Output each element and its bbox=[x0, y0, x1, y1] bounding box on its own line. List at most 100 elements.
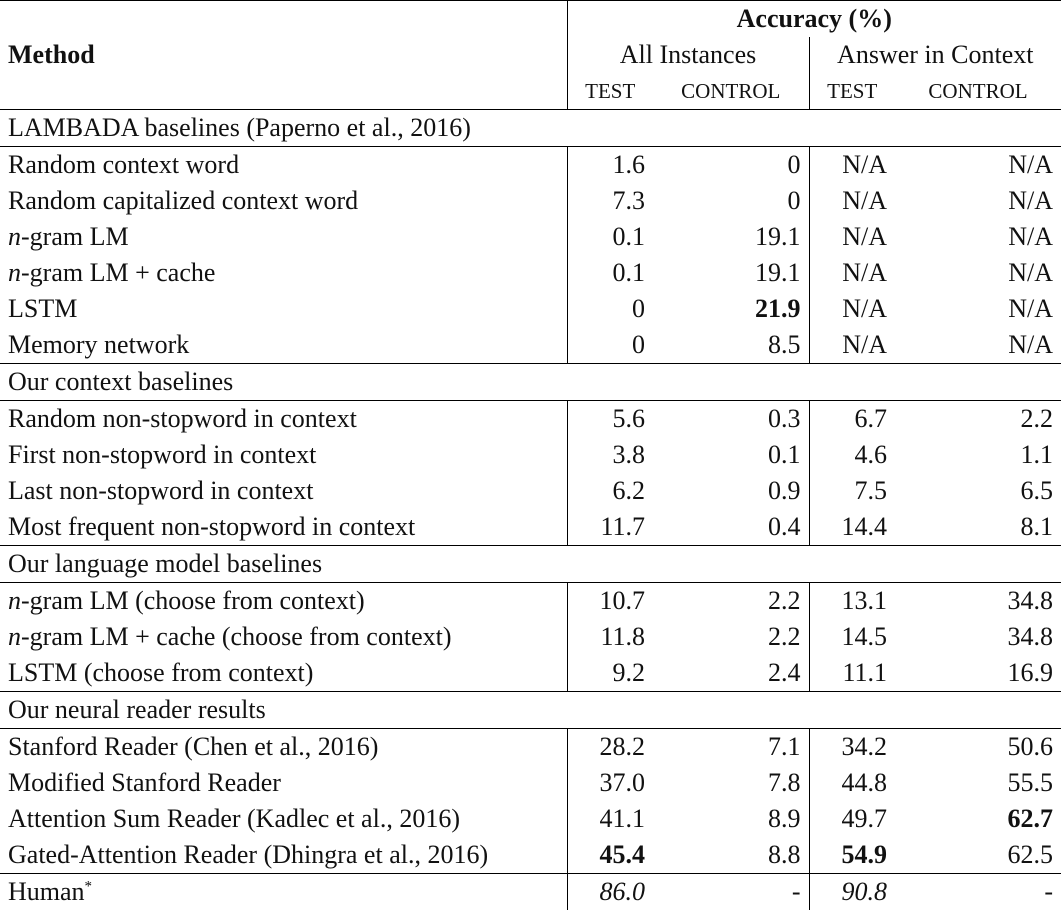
section-title: LAMBADA baselines (Paperno et al., 2016) bbox=[0, 109, 1061, 147]
value-cell: 90.8 bbox=[808, 873, 895, 910]
control-header-context: CONTROL bbox=[928, 79, 1028, 103]
method-name: -gram LM + cache bbox=[21, 258, 216, 287]
table-row: Random non-stopword in context 5.6 0.3 6.7 2… bbox=[0, 400, 1061, 438]
value-cell: 0.1 bbox=[566, 255, 653, 291]
table-row: LSTM (choose from context) 9.2 2.4 11.1 16.9 bbox=[0, 655, 1061, 692]
method-name: Most frequent non-stopword in context bbox=[8, 512, 416, 541]
value-cell: N/A bbox=[808, 146, 895, 183]
value-cell: 0.1 bbox=[566, 219, 653, 255]
value-cell: 44.8 bbox=[808, 765, 895, 801]
value-cell: 14.5 bbox=[808, 619, 895, 655]
value-cell: 21.9 bbox=[755, 294, 801, 323]
value-cell: 62.5 bbox=[1007, 840, 1054, 869]
value-cell: 34.8 bbox=[1007, 622, 1054, 651]
value-cell: 45.4 bbox=[566, 837, 653, 874]
value-cell: 50.6 bbox=[1007, 732, 1054, 761]
table-row: Modified Stanford Reader 37.0 7.8 44.8 55.5 bbox=[0, 765, 1061, 801]
value-cell: 7.3 bbox=[566, 183, 653, 219]
value-cell: 37.0 bbox=[566, 765, 653, 801]
value-cell: 0 bbox=[787, 186, 801, 215]
value-cell: 0.9 bbox=[768, 476, 801, 505]
value-cell: 55.5 bbox=[1007, 768, 1054, 797]
value-cell: 16.9 bbox=[1007, 658, 1054, 687]
section-title: Our context baselines bbox=[0, 363, 1061, 401]
method-cell: Random non-stopword in context bbox=[0, 401, 567, 438]
value-cell: - bbox=[1044, 877, 1054, 906]
value-cell: N/A bbox=[1008, 330, 1054, 359]
method-name: Memory network bbox=[8, 330, 190, 359]
accuracy-header: Accuracy (%) bbox=[566, 0, 1061, 37]
method-cell: n-gram LM + cache bbox=[0, 255, 567, 291]
table-row: Memory network 0 8.5 N/A N/A bbox=[0, 327, 1061, 364]
method-name: Gated-Attention Reader (Dhingra et al., … bbox=[8, 840, 489, 869]
math-variable: n bbox=[8, 222, 21, 251]
value-cell: 7.8 bbox=[768, 768, 801, 797]
math-variable: n bbox=[8, 258, 21, 287]
method-name: Random context word bbox=[8, 150, 240, 179]
method-name: LSTM bbox=[8, 294, 78, 323]
value-cell: 49.7 bbox=[808, 801, 895, 837]
value-cell: 6.5 bbox=[1020, 476, 1054, 505]
value-cell: 13.1 bbox=[808, 582, 895, 619]
value-cell: N/A bbox=[808, 183, 895, 219]
table-row: Random capitalized context word 7.3 0 N/A N/… bbox=[0, 183, 1061, 219]
table-row: First non-stopword in context 3.8 0.1 4.6 1.… bbox=[0, 437, 1061, 473]
value-cell: 62.7 bbox=[1007, 804, 1054, 833]
value-cell: 3.8 bbox=[566, 437, 653, 473]
method-cell: First non-stopword in context bbox=[0, 437, 567, 473]
value-cell: N/A bbox=[808, 255, 895, 291]
table-row: Gated-Attention Reader (Dhingra et al., … bbox=[0, 837, 1061, 874]
value-cell: 2.4 bbox=[768, 658, 801, 687]
value-cell: 2.2 bbox=[768, 622, 801, 651]
method-cell: Attention Sum Reader (Kadlec et al., 201… bbox=[0, 801, 567, 837]
method-cell: n-gram LM bbox=[0, 219, 567, 255]
method-cell: Modified Stanford Reader bbox=[0, 765, 567, 801]
table-row: Stanford Reader (Chen et al., 2016) 28.2 7… bbox=[0, 728, 1061, 765]
value-cell: 7.1 bbox=[768, 732, 801, 761]
method-cell: Random context word bbox=[0, 147, 567, 184]
method-name: Random capitalized context word bbox=[8, 186, 359, 215]
method-name: Attention Sum Reader (Kadlec et al., 201… bbox=[8, 804, 460, 833]
value-cell: 0.3 bbox=[768, 404, 801, 433]
section-title: Our language model baselines bbox=[0, 545, 1061, 583]
value-cell: 2.2 bbox=[1020, 404, 1054, 433]
value-cell: 34.8 bbox=[1007, 586, 1054, 615]
value-cell: 19.1 bbox=[755, 222, 801, 251]
method-cell: Last non-stopword in context bbox=[0, 473, 567, 509]
method-name: -gram LM (choose from context) bbox=[21, 586, 365, 615]
value-cell: N/A bbox=[1008, 294, 1054, 323]
value-cell: 5.6 bbox=[566, 400, 653, 437]
method-cell: n-gram LM (choose from context) bbox=[0, 583, 567, 620]
table-row: Attention Sum Reader (Kadlec et al., 201… bbox=[0, 801, 1061, 837]
all-instances-header: All Instances bbox=[566, 37, 809, 73]
value-cell: 2.2 bbox=[768, 586, 801, 615]
method-name: Random non-stopword in context bbox=[8, 404, 357, 433]
method-name: Last non-stopword in context bbox=[8, 476, 314, 505]
value-cell: 6.2 bbox=[566, 473, 653, 509]
value-cell: N/A bbox=[808, 291, 895, 327]
value-cell: N/A bbox=[1008, 186, 1054, 215]
value-cell: 86.0 bbox=[566, 873, 653, 910]
value-cell: 54.9 bbox=[808, 837, 895, 874]
value-cell: 6.7 bbox=[808, 400, 895, 437]
value-cell: 19.1 bbox=[755, 258, 801, 287]
value-cell: 28.2 bbox=[566, 728, 653, 765]
value-cell: N/A bbox=[1008, 150, 1054, 179]
table-row: Most frequent non-stopword in context 11.… bbox=[0, 509, 1061, 546]
value-cell: 9.2 bbox=[566, 655, 653, 692]
value-cell: 10.7 bbox=[566, 582, 653, 619]
value-cell: 14.4 bbox=[808, 509, 895, 546]
human-label: Human bbox=[8, 877, 85, 906]
test-header-all: TEST bbox=[566, 73, 653, 110]
value-cell: 34.2 bbox=[808, 728, 895, 765]
table-row: n-gram LM + cache 0.1 19.1 N/A N/A bbox=[0, 255, 1061, 291]
section-header-row: Our context baselines bbox=[0, 363, 1061, 401]
value-cell: 0.1 bbox=[768, 440, 801, 469]
human-row: Human* 86.0-90.8- bbox=[0, 873, 1061, 910]
method-cell: Most frequent non-stopword in context bbox=[0, 509, 567, 546]
value-cell: 7.5 bbox=[808, 473, 895, 509]
method-cell: LSTM (choose from context) bbox=[0, 655, 567, 692]
value-cell: 8.9 bbox=[768, 804, 801, 833]
footnote-mark: * bbox=[84, 878, 93, 895]
